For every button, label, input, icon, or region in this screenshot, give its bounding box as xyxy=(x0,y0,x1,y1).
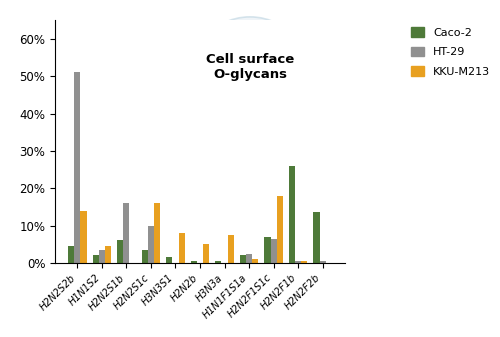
Bar xyxy=(166,257,172,263)
Bar xyxy=(124,203,130,263)
Bar xyxy=(314,212,320,263)
Bar xyxy=(74,72,80,263)
Bar xyxy=(203,244,209,263)
Bar xyxy=(301,261,308,263)
Bar xyxy=(270,239,276,263)
Bar xyxy=(178,233,184,263)
Bar xyxy=(142,250,148,263)
Bar xyxy=(276,196,283,263)
Bar xyxy=(289,166,295,263)
Text: Cell surface
O-glycans: Cell surface O-glycans xyxy=(206,53,294,82)
Bar xyxy=(92,255,99,263)
Bar xyxy=(295,261,301,263)
Bar xyxy=(216,261,222,263)
Bar xyxy=(80,211,86,263)
Bar xyxy=(117,241,123,263)
Bar xyxy=(68,246,74,263)
Bar xyxy=(154,203,160,263)
Bar xyxy=(105,246,111,263)
Bar xyxy=(191,261,197,263)
Bar xyxy=(320,261,326,263)
Legend: Caco-2, HT-29, KKU-M213: Caco-2, HT-29, KKU-M213 xyxy=(406,22,494,82)
Bar xyxy=(264,237,270,263)
Bar xyxy=(246,253,252,263)
Bar xyxy=(252,259,258,263)
Bar xyxy=(99,250,105,263)
Bar xyxy=(240,255,246,263)
Bar xyxy=(228,235,234,263)
Bar xyxy=(148,225,154,263)
